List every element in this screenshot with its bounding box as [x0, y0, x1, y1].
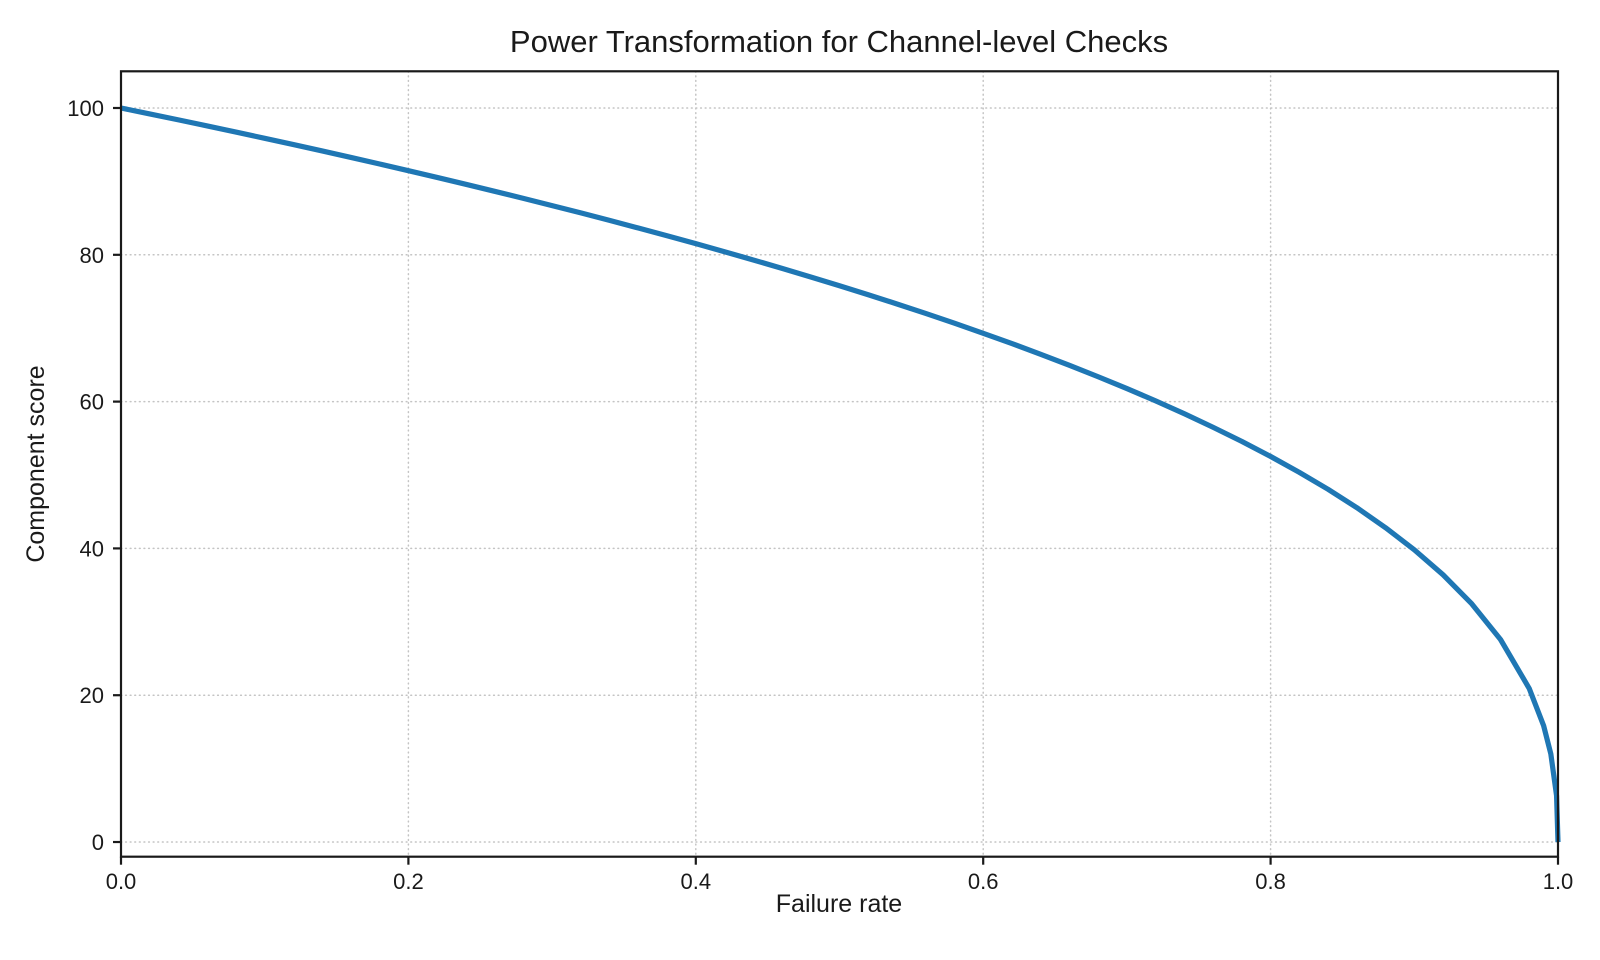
x-axis-label: Failure rate [776, 890, 902, 918]
x-tick-label: 0.8 [1255, 869, 1286, 894]
chart-title: Power Transformation for Channel-level C… [510, 24, 1168, 59]
y-tick-label: 0 [92, 830, 104, 855]
component-score-curve [120, 105, 1561, 843]
y-tick-label: 80 [80, 243, 104, 268]
data-series [120, 105, 1561, 843]
x-tick-label: 0.4 [681, 869, 712, 894]
x-tick-label: 0.6 [968, 869, 999, 894]
gridlines [120, 70, 1559, 858]
plot-box-spines [119, 70, 1560, 858]
y-tick-label: 20 [80, 683, 104, 708]
x-tick-label: 1.0 [1543, 869, 1574, 894]
axes [113, 70, 1560, 865]
x-tick-label: 0.2 [393, 869, 424, 894]
y-tick-label: 60 [80, 390, 104, 415]
x-tick-label: 0.0 [106, 869, 137, 894]
y-tick-label: 40 [80, 536, 104, 561]
y-axis-label: Component score [22, 365, 50, 562]
tick-labels: 0.0 0.2 0.4 0.6 0.8 1.0 0 20 40 60 80 100 [67, 96, 1573, 894]
y-tick-label: 100 [67, 96, 104, 121]
